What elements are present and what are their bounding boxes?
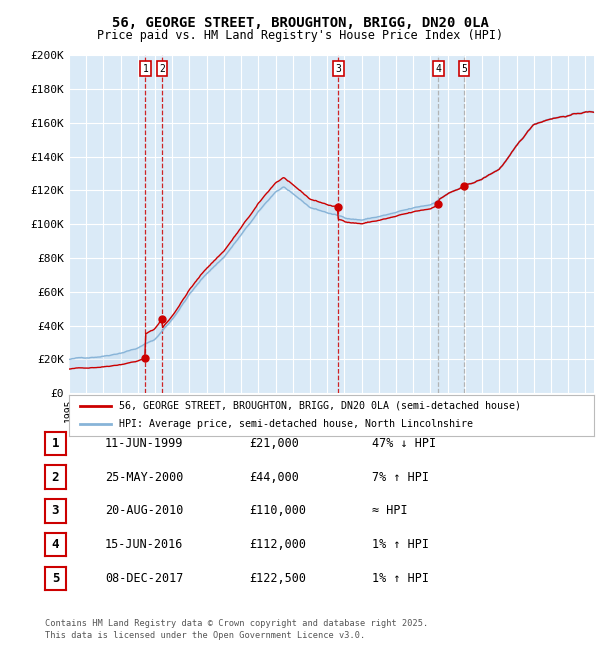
Text: 3: 3 <box>335 64 341 73</box>
Text: 56, GEORGE STREET, BROUGHTON, BRIGG, DN20 0LA: 56, GEORGE STREET, BROUGHTON, BRIGG, DN2… <box>112 16 488 31</box>
Text: £110,000: £110,000 <box>249 504 306 517</box>
Text: Price paid vs. HM Land Registry's House Price Index (HPI): Price paid vs. HM Land Registry's House … <box>97 29 503 42</box>
Text: 1% ↑ HPI: 1% ↑ HPI <box>372 572 429 585</box>
Text: 3: 3 <box>52 504 59 517</box>
Text: £112,000: £112,000 <box>249 538 306 551</box>
Text: 08-DEC-2017: 08-DEC-2017 <box>105 572 184 585</box>
Text: 2: 2 <box>159 64 165 73</box>
Text: 5: 5 <box>52 572 59 585</box>
Text: 1% ↑ HPI: 1% ↑ HPI <box>372 538 429 551</box>
Text: £44,000: £44,000 <box>249 471 299 484</box>
Text: HPI: Average price, semi-detached house, North Lincolnshire: HPI: Average price, semi-detached house,… <box>119 419 473 430</box>
Text: 1: 1 <box>52 437 59 450</box>
Text: £122,500: £122,500 <box>249 572 306 585</box>
Text: 47% ↓ HPI: 47% ↓ HPI <box>372 437 436 450</box>
Text: 7% ↑ HPI: 7% ↑ HPI <box>372 471 429 484</box>
Text: 1: 1 <box>142 64 148 73</box>
Text: 15-JUN-2016: 15-JUN-2016 <box>105 538 184 551</box>
Text: 4: 4 <box>52 538 59 551</box>
Text: ≈ HPI: ≈ HPI <box>372 504 407 517</box>
Text: 2: 2 <box>52 471 59 484</box>
Text: 4: 4 <box>436 64 442 73</box>
Text: 56, GEORGE STREET, BROUGHTON, BRIGG, DN20 0LA (semi-detached house): 56, GEORGE STREET, BROUGHTON, BRIGG, DN2… <box>119 400 521 411</box>
Text: This data is licensed under the Open Government Licence v3.0.: This data is licensed under the Open Gov… <box>45 631 365 640</box>
Text: 11-JUN-1999: 11-JUN-1999 <box>105 437 184 450</box>
Text: Contains HM Land Registry data © Crown copyright and database right 2025.: Contains HM Land Registry data © Crown c… <box>45 619 428 629</box>
Text: £21,000: £21,000 <box>249 437 299 450</box>
Text: 25-MAY-2000: 25-MAY-2000 <box>105 471 184 484</box>
Text: 20-AUG-2010: 20-AUG-2010 <box>105 504 184 517</box>
Text: 5: 5 <box>461 64 467 73</box>
